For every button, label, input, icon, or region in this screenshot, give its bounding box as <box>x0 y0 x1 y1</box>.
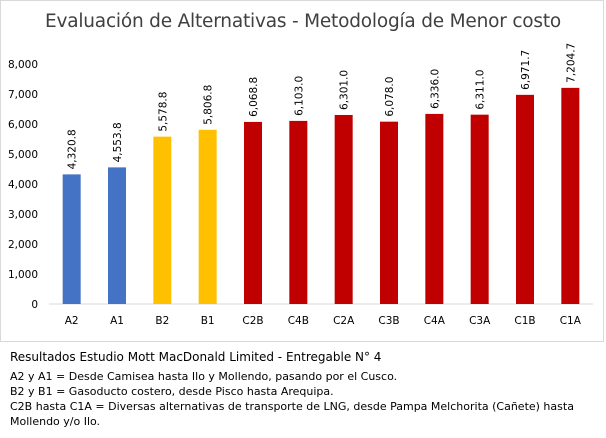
x-tick-label: C2A <box>333 315 355 327</box>
bar-c3b <box>380 121 398 304</box>
data-label: 5,806.8 <box>203 85 215 125</box>
data-label: 6,311.0 <box>475 70 487 110</box>
data-label: 6,301.0 <box>339 70 351 110</box>
bar-c4a <box>425 113 444 304</box>
data-labels: 4,320.8 4,553.8 5,578.8 5,806.8 6,068.8 6,103… <box>67 43 578 170</box>
data-label: 6,078.0 <box>384 77 396 117</box>
x-tick-label: B1 <box>201 315 215 327</box>
x-tick-label: C3A <box>469 315 491 327</box>
data-label: 4,553.8 <box>112 122 124 162</box>
x-tick-label: C1A <box>560 315 582 327</box>
bar-b2 <box>153 136 172 304</box>
bar-c1a <box>561 87 580 304</box>
bar-c2b <box>244 121 262 304</box>
bar-c2a <box>334 114 353 304</box>
data-label: 4,320.8 <box>67 129 79 169</box>
y-tick-label: 2,000 <box>8 239 38 251</box>
bar-c4b <box>289 120 308 304</box>
x-tick-label: C4A <box>424 315 446 327</box>
x-tick-label: C4B <box>288 315 309 327</box>
x-tick-label: C2B <box>242 315 263 327</box>
bars <box>62 87 580 304</box>
note-line: A2 y A1 = Desde Camisea hasta Ilo y Moll… <box>10 370 398 383</box>
data-label: 6,103.0 <box>293 76 305 116</box>
chart-frame: Evaluación de Alternativas - Metodología… <box>0 0 604 342</box>
bar-c3a <box>470 114 489 304</box>
x-tick-label: A2 <box>65 315 79 327</box>
y-tick-label: 4,000 <box>8 179 38 191</box>
y-tick-label: 7,000 <box>8 89 38 101</box>
y-axis-ticks: 0 1,000 2,000 3,000 4,000 5,000 6,000 7,000 8,00… <box>8 59 38 311</box>
bar-b1 <box>198 129 217 304</box>
y-tick-label: 3,000 <box>8 209 38 221</box>
x-tick-label: A1 <box>110 315 124 327</box>
data-label: 7,204.7 <box>565 43 577 83</box>
bar-chart: 0 1,000 2,000 3,000 4,000 5,000 6,000 7,000 8,00… <box>8 43 593 327</box>
note-line: B2 y B1 = Gasoducto costero, desde Pisco… <box>10 385 334 398</box>
y-tick-label: 8,000 <box>8 59 38 71</box>
data-label: 6,971.7 <box>520 50 532 90</box>
notes-heading: Resultados Estudio Mott MacDonald Limite… <box>10 350 382 364</box>
y-tick-label: 1,000 <box>8 269 38 281</box>
bar-a1 <box>108 167 126 304</box>
y-tick-label: 0 <box>31 299 38 311</box>
data-label: 5,578.8 <box>157 92 169 132</box>
chart-title: Evaluación de Alternativas - Metodología… <box>44 11 562 32</box>
y-tick-label: 5,000 <box>8 149 38 161</box>
note-line: C2B hasta C1A = Diversas alternativas de… <box>10 400 574 428</box>
notes: Resultados Estudio Mott MacDonald Limite… <box>10 350 600 429</box>
x-tick-label: C3B <box>378 315 399 327</box>
x-axis-ticks: A2 A1 B2 B1 C2B C4B C2A C3B C4A C3A C1B C1A <box>65 315 582 327</box>
data-label: 6,336.0 <box>429 69 441 109</box>
x-tick-label: B2 <box>155 315 169 327</box>
data-label: 6,068.8 <box>248 77 260 117</box>
bar-c1b <box>516 94 534 304</box>
x-tick-label: C1B <box>514 315 535 327</box>
y-tick-label: 6,000 <box>8 119 38 131</box>
bar-a2 <box>62 174 81 304</box>
